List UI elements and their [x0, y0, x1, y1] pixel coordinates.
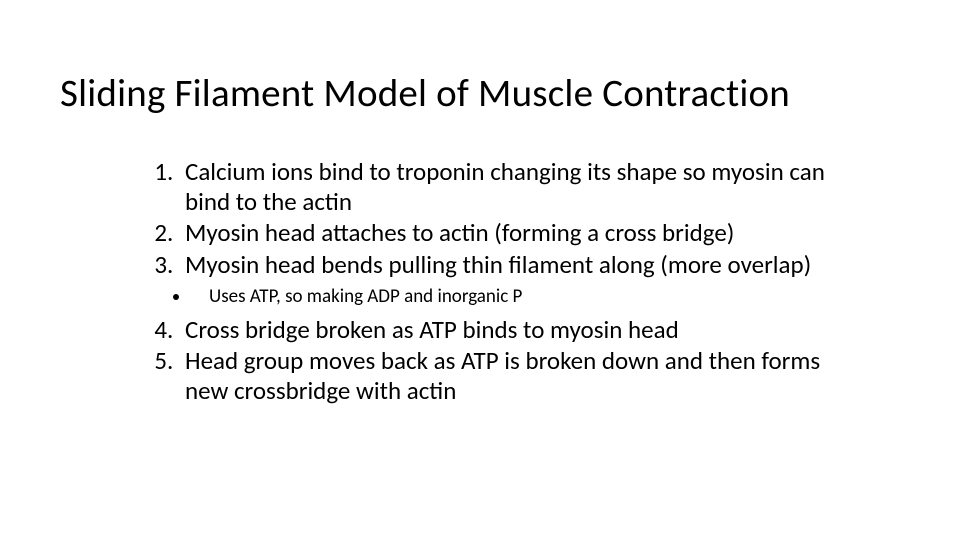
list-item: Head group moves back as ATP is broken d…: [179, 346, 860, 405]
list-item: Myosin head attaches to actin (forming a…: [179, 218, 860, 248]
list-item: Cross bridge broken as ATP binds to myos…: [179, 315, 860, 345]
slide-title: Sliding Filament Model of Muscle Contrac…: [60, 70, 900, 117]
ordered-list-bottom: Cross bridge broken as ATP binds to myos…: [135, 315, 860, 406]
sub-list: Uses ATP, so making ADP and inorganic P: [135, 285, 860, 309]
ordered-list-top: Calcium ions bind to troponin changing i…: [135, 157, 860, 279]
list-item: Calcium ions bind to troponin changing i…: [179, 157, 860, 216]
list-item: Myosin head bends pulling thin filament …: [179, 250, 860, 280]
slide: Sliding Filament Model of Muscle Contrac…: [0, 0, 960, 540]
slide-body: Calcium ions bind to troponin changing i…: [60, 157, 900, 405]
sub-list-item: Uses ATP, so making ADP and inorganic P: [191, 285, 860, 309]
